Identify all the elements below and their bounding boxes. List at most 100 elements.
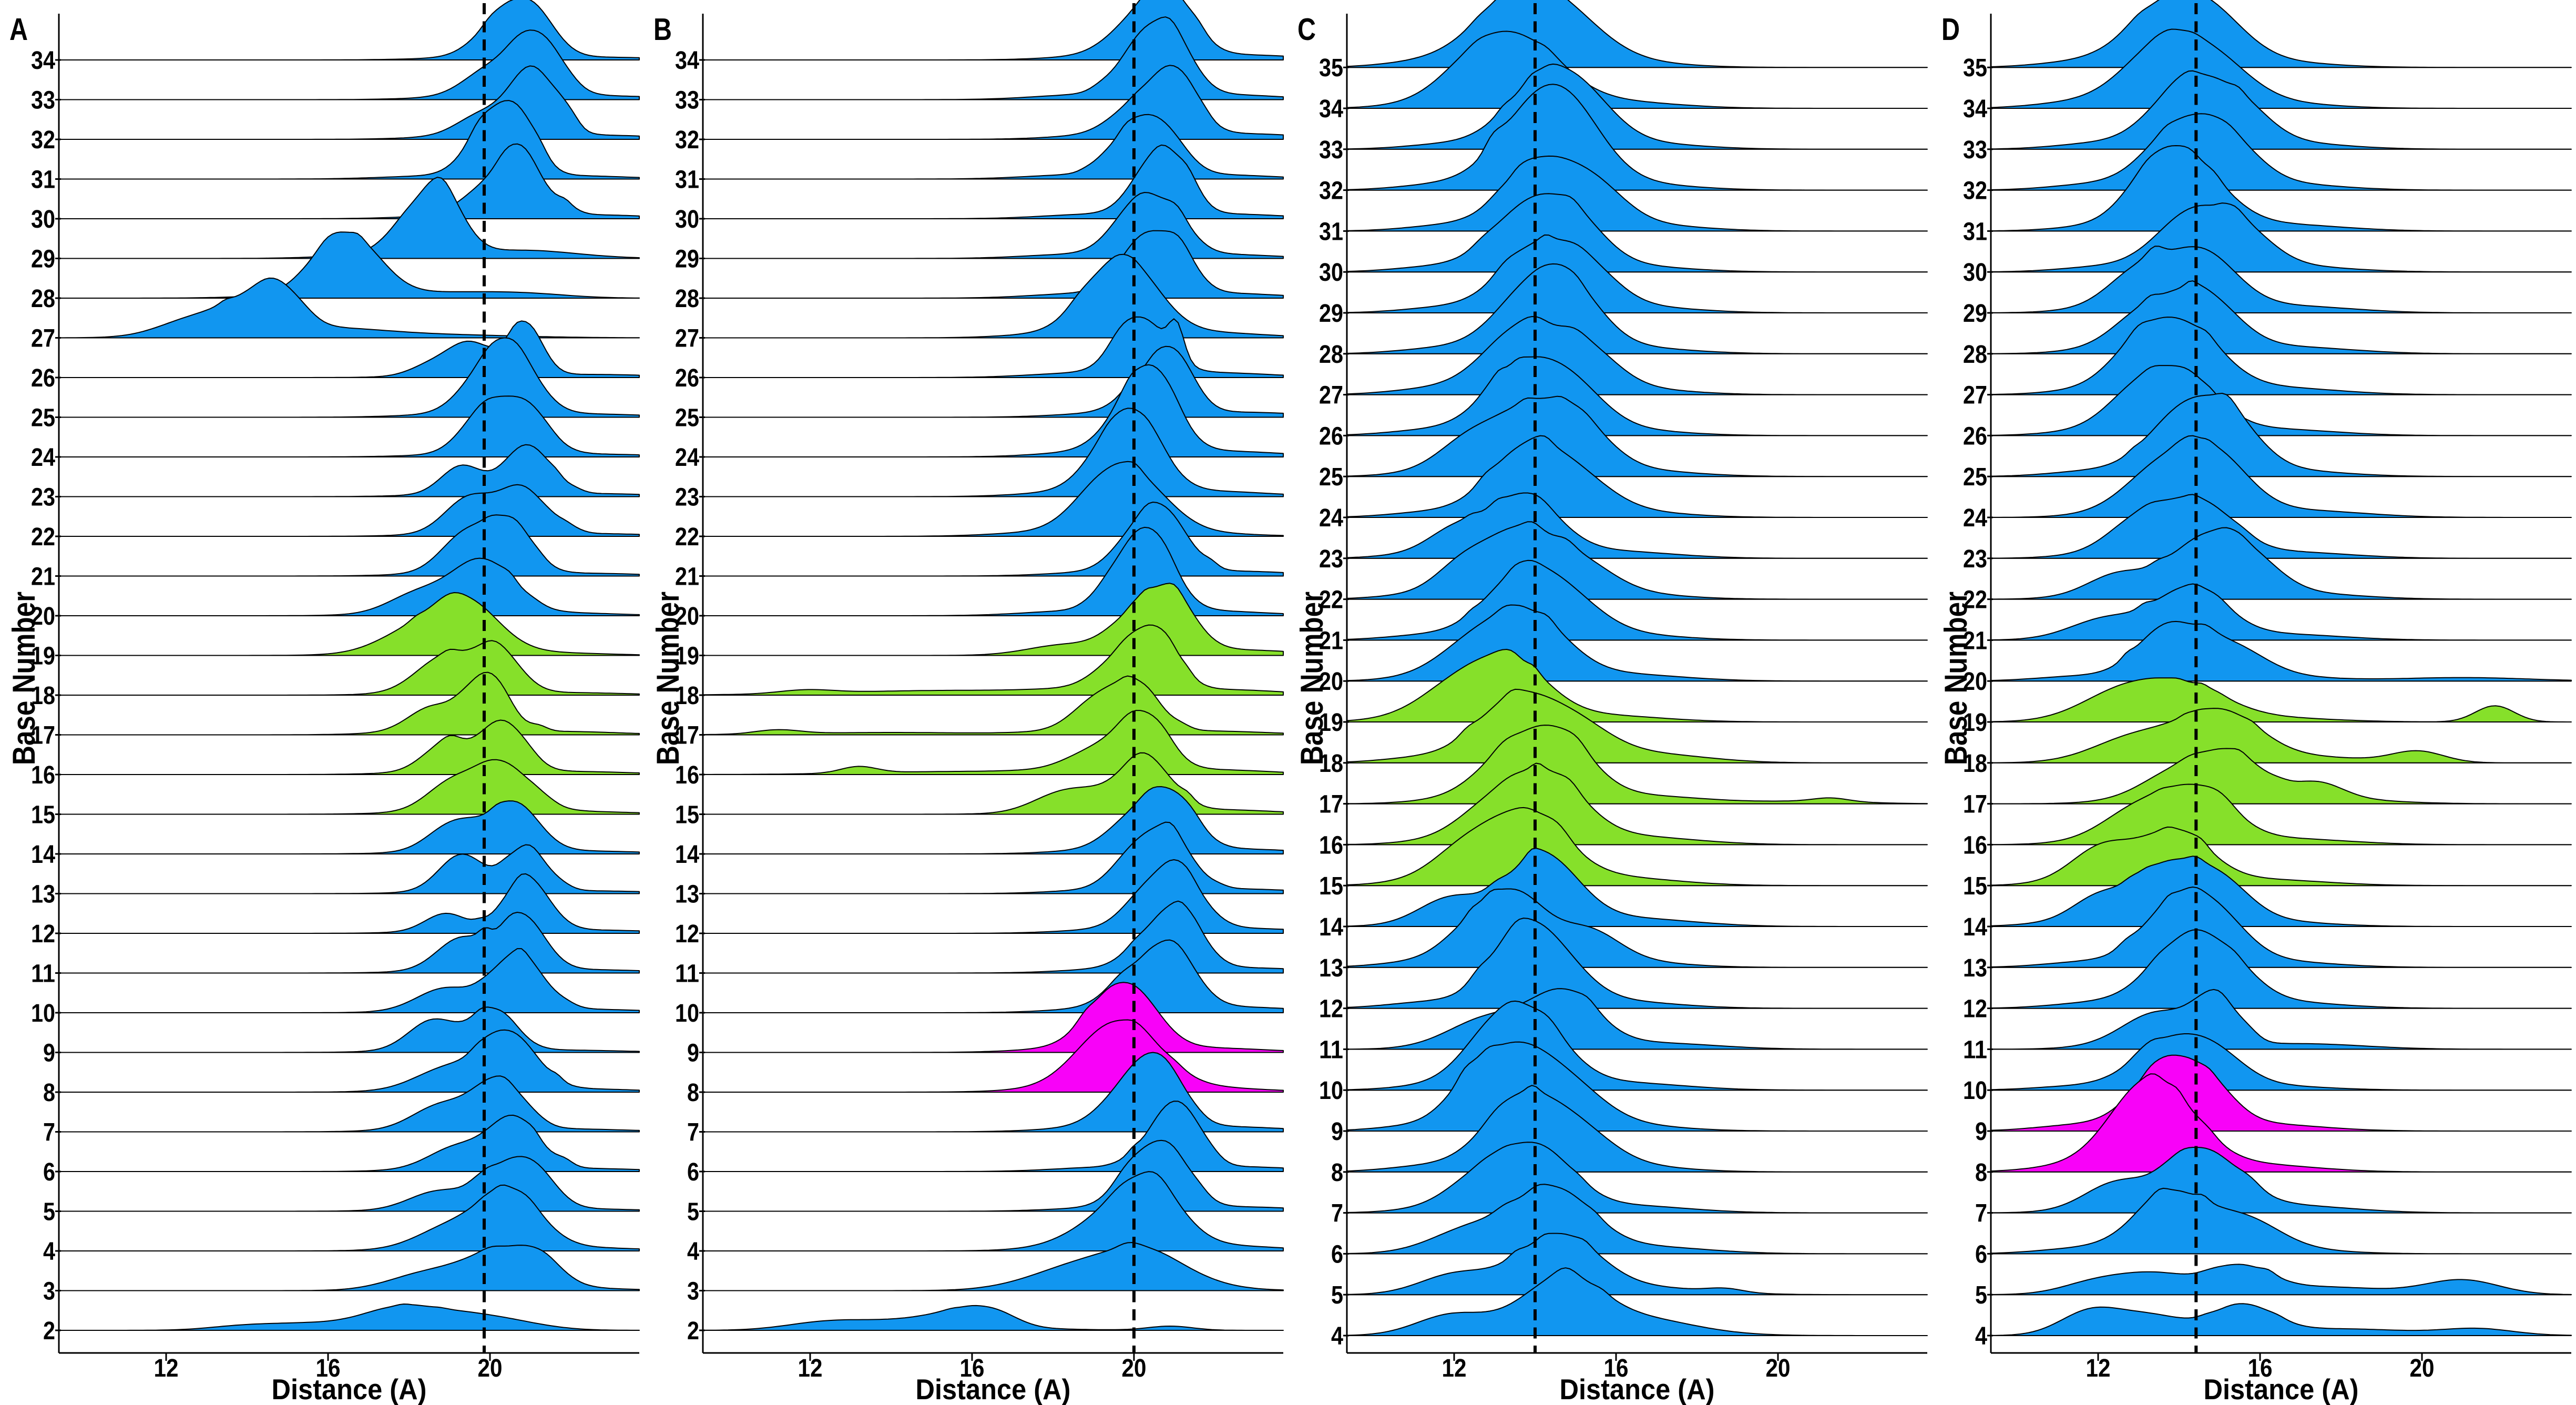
svg-text:10: 10 — [1319, 1077, 1343, 1105]
svg-text:9: 9 — [1331, 1118, 1343, 1146]
svg-text:14: 14 — [1963, 913, 1987, 941]
svg-text:21: 21 — [1319, 627, 1343, 655]
svg-text:22: 22 — [1963, 586, 1987, 614]
svg-text:12: 12 — [798, 1355, 823, 1382]
svg-text:29: 29 — [31, 246, 55, 273]
svg-text:5: 5 — [1975, 1281, 1987, 1309]
svg-text:21: 21 — [675, 563, 699, 591]
svg-text:21: 21 — [31, 563, 55, 591]
svg-text:20: 20 — [675, 603, 699, 630]
svg-text:20: 20 — [31, 603, 55, 630]
svg-text:30: 30 — [31, 206, 55, 233]
svg-text:18: 18 — [1319, 750, 1343, 778]
svg-text:6: 6 — [43, 1158, 55, 1186]
svg-text:7: 7 — [43, 1119, 55, 1147]
svg-text:14: 14 — [675, 841, 699, 869]
svg-text:Distance (A): Distance (A) — [916, 1373, 1071, 1405]
svg-text:16: 16 — [1604, 1355, 1629, 1382]
svg-text:27: 27 — [1319, 382, 1343, 410]
svg-text:12: 12 — [2086, 1355, 2111, 1382]
svg-text:25: 25 — [31, 404, 55, 432]
svg-text:4: 4 — [687, 1238, 699, 1266]
svg-text:30: 30 — [1319, 259, 1343, 287]
svg-text:Base Number: Base Number — [650, 592, 686, 765]
svg-text:20: 20 — [478, 1355, 503, 1382]
svg-text:Base Number: Base Number — [1938, 592, 1974, 765]
svg-text:22: 22 — [1319, 586, 1343, 614]
svg-text:16: 16 — [960, 1355, 985, 1382]
svg-text:28: 28 — [1963, 341, 1987, 369]
svg-text:23: 23 — [1963, 545, 1987, 573]
svg-text:8: 8 — [687, 1079, 699, 1107]
svg-text:29: 29 — [675, 246, 699, 273]
svg-text:8: 8 — [43, 1079, 55, 1107]
svg-text:19: 19 — [1963, 709, 1987, 737]
svg-text:34: 34 — [31, 47, 55, 75]
svg-text:25: 25 — [1963, 463, 1987, 491]
svg-text:Distance (A): Distance (A) — [1560, 1373, 1715, 1405]
svg-text:23: 23 — [1319, 545, 1343, 573]
svg-text:20: 20 — [1963, 668, 1987, 696]
svg-text:33: 33 — [1319, 136, 1343, 164]
svg-text:12: 12 — [675, 920, 699, 948]
svg-text:15: 15 — [31, 801, 55, 829]
svg-text:C: C — [1297, 12, 1316, 47]
svg-text:14: 14 — [1319, 913, 1343, 941]
svg-text:28: 28 — [675, 285, 699, 313]
svg-text:Base Number: Base Number — [6, 592, 42, 765]
svg-text:B: B — [653, 12, 672, 47]
svg-text:23: 23 — [31, 484, 55, 512]
svg-text:31: 31 — [31, 166, 55, 194]
svg-text:5: 5 — [1331, 1281, 1343, 1309]
svg-text:32: 32 — [1319, 177, 1343, 205]
svg-text:15: 15 — [1963, 872, 1987, 900]
svg-text:16: 16 — [1963, 831, 1987, 859]
svg-text:25: 25 — [675, 404, 699, 432]
svg-text:17: 17 — [675, 722, 699, 750]
svg-text:4: 4 — [1331, 1322, 1343, 1350]
svg-text:24: 24 — [675, 444, 699, 472]
svg-text:15: 15 — [1319, 872, 1343, 900]
svg-text:34: 34 — [1963, 95, 1987, 123]
svg-text:12: 12 — [1963, 995, 1987, 1023]
svg-text:35: 35 — [1963, 54, 1987, 82]
svg-text:16: 16 — [1319, 831, 1343, 859]
svg-text:32: 32 — [1963, 177, 1987, 205]
svg-text:23: 23 — [675, 484, 699, 512]
svg-text:19: 19 — [1319, 709, 1343, 737]
svg-text:16: 16 — [675, 761, 699, 789]
svg-text:13: 13 — [675, 881, 699, 909]
svg-text:12: 12 — [1319, 995, 1343, 1023]
svg-text:35: 35 — [1319, 54, 1343, 82]
svg-text:10: 10 — [1963, 1077, 1987, 1105]
svg-text:12: 12 — [1442, 1355, 1467, 1382]
svg-text:6: 6 — [1331, 1240, 1343, 1268]
svg-text:17: 17 — [31, 722, 55, 750]
svg-text:7: 7 — [687, 1119, 699, 1147]
svg-text:33: 33 — [31, 87, 55, 115]
svg-text:26: 26 — [31, 364, 55, 392]
svg-text:29: 29 — [1963, 300, 1987, 328]
svg-text:30: 30 — [1963, 259, 1987, 287]
svg-text:30: 30 — [675, 206, 699, 233]
svg-text:18: 18 — [675, 682, 699, 710]
svg-text:22: 22 — [675, 523, 699, 551]
svg-text:3: 3 — [687, 1278, 699, 1306]
svg-text:Distance (A): Distance (A) — [272, 1373, 427, 1405]
svg-text:18: 18 — [1963, 750, 1987, 778]
svg-text:15: 15 — [675, 801, 699, 829]
svg-text:31: 31 — [675, 166, 699, 194]
svg-text:13: 13 — [1963, 954, 1987, 982]
svg-text:9: 9 — [687, 1040, 699, 1067]
svg-text:18: 18 — [31, 682, 55, 710]
svg-text:24: 24 — [31, 444, 55, 472]
svg-text:28: 28 — [31, 285, 55, 313]
svg-text:12: 12 — [154, 1355, 179, 1382]
svg-text:32: 32 — [675, 126, 699, 154]
svg-text:33: 33 — [1963, 136, 1987, 164]
svg-text:7: 7 — [1975, 1200, 1987, 1228]
svg-text:27: 27 — [31, 325, 55, 353]
svg-text:13: 13 — [31, 881, 55, 909]
svg-text:26: 26 — [1319, 422, 1343, 450]
svg-text:20: 20 — [1122, 1355, 1147, 1382]
